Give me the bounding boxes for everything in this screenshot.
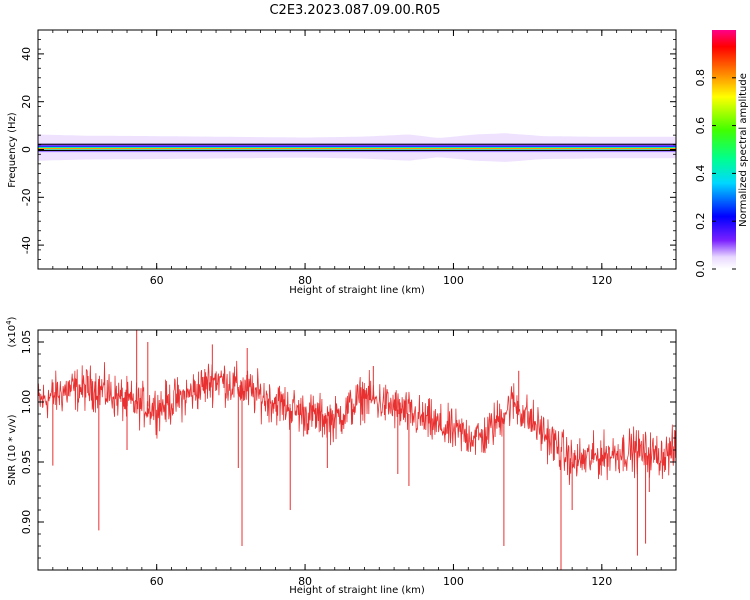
y-tick-label: 20 (20, 95, 33, 109)
x-tick-label: 60 (150, 274, 164, 287)
colorbar-tick-label: 0.8 (694, 69, 707, 87)
snr-spikes (52, 330, 650, 570)
y-tick-label: 1.05 (20, 330, 33, 355)
bottom-y-label: SNR (10 * v/v) (7, 414, 18, 485)
colorbar: 0.0 0.2 0.4 0.6 0.8 Normalized spectral ampl… (694, 30, 749, 278)
y-tick-label: 1.00 (20, 390, 33, 415)
colorbar-tick-label: 0.2 (694, 212, 707, 230)
y-tick-label: 40 (20, 47, 33, 61)
colorbar-tick-label: 0.4 (694, 165, 707, 183)
x-tick-label: 100 (443, 274, 464, 287)
snr-series-line (38, 360, 676, 485)
x-tick-label: 120 (591, 575, 612, 588)
colorbar-tick-label: 0.6 (694, 117, 707, 135)
y-tick-label: -40 (20, 236, 33, 254)
bottom-y-axis: 0.90 0.95 1.00 1.05 (20, 329, 676, 571)
top-y-label: Frequency (Hz) (7, 112, 18, 188)
bottom-x-label: Height of straight line (km) (289, 585, 425, 596)
y-tick-label: 0.90 (20, 510, 33, 535)
x-tick-label: 120 (591, 274, 612, 287)
y-tick-label: 0.95 (20, 450, 33, 475)
figure-title: C2E3.2023.087.09.00.R05 (269, 3, 440, 18)
y-tick-label: 0 (20, 146, 33, 153)
top-x-label: Height of straight line (km) (289, 285, 425, 296)
x-tick-label: 60 (150, 575, 164, 588)
y-exponent-label: (x104) (5, 316, 18, 347)
spectrogram-panel: 60 80 100 120 -40 -20 0 20 40 Height of straigh… (7, 29, 677, 296)
colorbar-ticks: 0.0 0.2 0.4 0.6 0.8 (694, 69, 736, 278)
colorbar-gradient (712, 30, 736, 269)
band-core (38, 142, 676, 153)
bottom-x-axis: 60 80 100 120 (37, 330, 677, 588)
x-tick-label: 80 (298, 274, 312, 287)
top-y-axis: -40 -20 0 20 40 (20, 29, 676, 270)
top-x-axis: 60 80 100 120 (37, 30, 677, 287)
snr-panel: 60 80 100 120 0.90 0.95 1.00 1.05 Height of st… (5, 316, 677, 596)
x-tick-label: 100 (443, 575, 464, 588)
spectral-band (38, 133, 676, 162)
colorbar-tick-label: 0.0 (694, 260, 707, 278)
y-tick-label: -20 (20, 188, 33, 206)
x-tick-label: 80 (298, 575, 312, 588)
colorbar-label: Normalized spectral amplitude (738, 73, 749, 227)
